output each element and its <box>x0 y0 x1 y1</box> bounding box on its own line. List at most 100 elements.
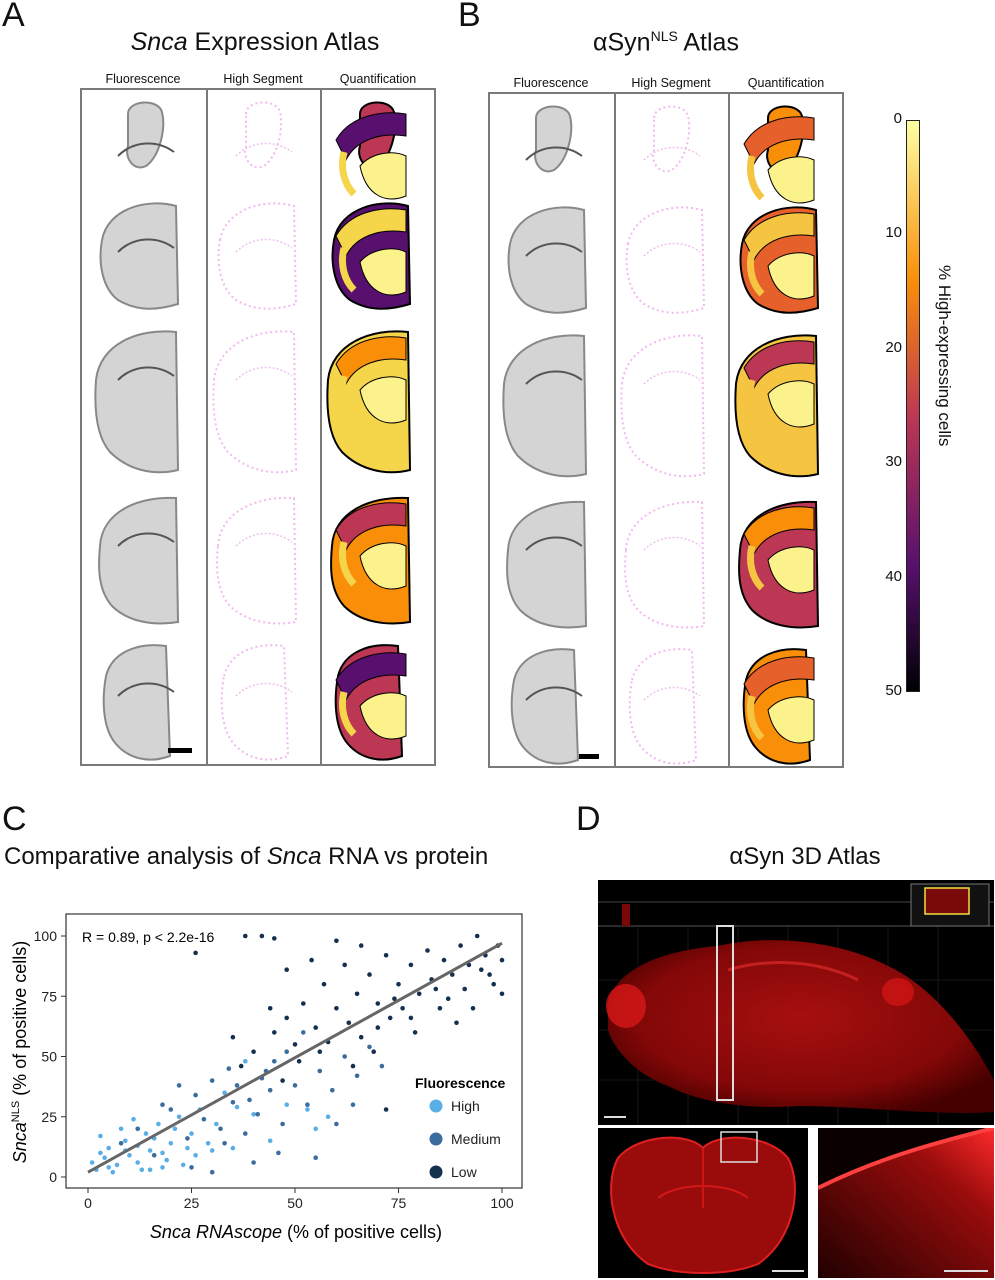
data-point-high <box>172 1126 178 1132</box>
scale-bar <box>772 1270 804 1272</box>
data-point-low <box>243 933 248 939</box>
fluorescence-section <box>510 648 583 765</box>
panel-a-divider <box>206 90 208 764</box>
cortex-zoom-render <box>818 1128 994 1278</box>
panel-a-divider <box>320 90 322 764</box>
data-point-low <box>334 1006 339 1011</box>
scale-bar <box>604 1116 626 1118</box>
data-point-low <box>425 948 430 953</box>
data-point-high <box>160 1150 165 1156</box>
high-segment-section <box>217 202 298 310</box>
data-point-low <box>280 1078 285 1083</box>
quantification-section <box>326 330 412 474</box>
data-point-high <box>98 1150 103 1156</box>
data-point-medium <box>135 1126 140 1132</box>
x-axis-label: Snca RNAscope (% of positive cells) <box>150 1222 442 1242</box>
data-point-medium <box>189 1165 194 1170</box>
data-point-high <box>127 1153 132 1158</box>
data-point-high <box>189 1131 194 1136</box>
legend-label: Low <box>451 1164 478 1180</box>
legend-label: High <box>451 1098 480 1114</box>
data-point-high <box>147 1148 153 1153</box>
panel-b-col-quantification: Quantification <box>747 76 825 90</box>
data-point-medium <box>234 1083 240 1088</box>
fluorescence-section <box>502 334 588 478</box>
data-point-high <box>222 1090 227 1095</box>
colorbar-tick-label: 10 <box>885 224 902 242</box>
high-segment-section <box>220 644 293 761</box>
cortex-zoom-view <box>818 1128 994 1278</box>
data-point-high <box>98 1133 103 1139</box>
data-point-low <box>321 981 327 987</box>
data-point-high <box>110 1169 116 1175</box>
data-point-low <box>454 1020 459 1026</box>
panel-b-divider <box>728 94 730 766</box>
data-point-medium <box>243 1131 248 1136</box>
data-point-medium <box>247 1097 252 1103</box>
data-point-high <box>106 1145 111 1151</box>
high-segment-section <box>212 330 298 474</box>
panel-b-sections <box>502 105 820 765</box>
data-point-medium <box>313 1155 319 1160</box>
data-point-medium <box>185 1136 190 1141</box>
data-point-medium <box>251 1160 256 1165</box>
data-point-low <box>396 981 401 987</box>
data-point-high <box>168 1141 174 1146</box>
x-tick-label: 75 <box>391 1195 407 1211</box>
data-point-high <box>205 1141 211 1146</box>
data-point-low <box>358 943 364 948</box>
data-point-high <box>147 1167 153 1173</box>
fluorescence-section <box>99 202 180 310</box>
data-point-low <box>317 1049 323 1054</box>
y-axis-label: SncaNLS (% of positive cells) <box>10 941 30 1164</box>
panel-a-col-high-segment: High Segment <box>223 72 303 86</box>
data-point-high <box>102 1155 107 1160</box>
panel-b-title-rest: Atlas <box>677 28 739 57</box>
data-point-high <box>89 1160 95 1165</box>
data-point-low <box>383 953 389 958</box>
data-point-low <box>238 1063 244 1069</box>
scale-bar <box>168 748 192 753</box>
data-point-low <box>487 972 492 977</box>
panel-c-letter: C <box>2 800 27 838</box>
data-point-medium <box>317 1068 323 1074</box>
x-axis-label-italic: Snca RNAscope <box>150 1222 282 1242</box>
data-point-low <box>272 1030 277 1035</box>
fluorescence-section <box>525 105 583 173</box>
high-segment-section <box>643 105 701 173</box>
quantification-section <box>335 101 407 200</box>
data-point-high <box>180 1162 186 1168</box>
data-point-low <box>412 1030 418 1035</box>
quantification-section <box>739 206 820 314</box>
data-point-high <box>284 1102 290 1107</box>
data-point-high <box>135 1160 140 1165</box>
scatter-chart: 0 25 50 75 100 0 25 50 75 100 R = 0.89, p < 2.2e… <box>10 913 523 1242</box>
data-point-high <box>325 1114 331 1120</box>
y-tick-label: 0 <box>49 1169 57 1185</box>
data-point-medium <box>379 1063 385 1069</box>
data-point-medium <box>305 1102 310 1107</box>
data-point-high <box>185 1145 190 1151</box>
quantification-section <box>330 496 412 625</box>
data-point-medium <box>342 1054 348 1059</box>
data-point-low <box>416 991 422 997</box>
data-point-high <box>193 1153 198 1158</box>
data-point-low <box>342 962 348 968</box>
data-point-low <box>450 972 455 977</box>
data-point-high <box>164 1157 169 1163</box>
legend-swatch <box>429 1099 443 1113</box>
data-point-high <box>160 1165 165 1170</box>
data-point-medium <box>272 1059 277 1064</box>
data-point-low <box>251 1049 256 1054</box>
quantification-section <box>742 648 815 765</box>
data-point-medium <box>160 1102 165 1107</box>
data-point-low <box>474 933 480 939</box>
high-segment-section <box>628 648 701 765</box>
data-point-medium <box>201 1116 207 1122</box>
data-point-low <box>375 1001 381 1006</box>
data-point-low <box>346 1020 352 1026</box>
panel-a-col-fluorescence: Fluorescence <box>105 72 181 86</box>
x-tick-label: 0 <box>84 1195 92 1211</box>
data-point-medium <box>350 1102 356 1107</box>
data-point-low <box>499 991 505 997</box>
